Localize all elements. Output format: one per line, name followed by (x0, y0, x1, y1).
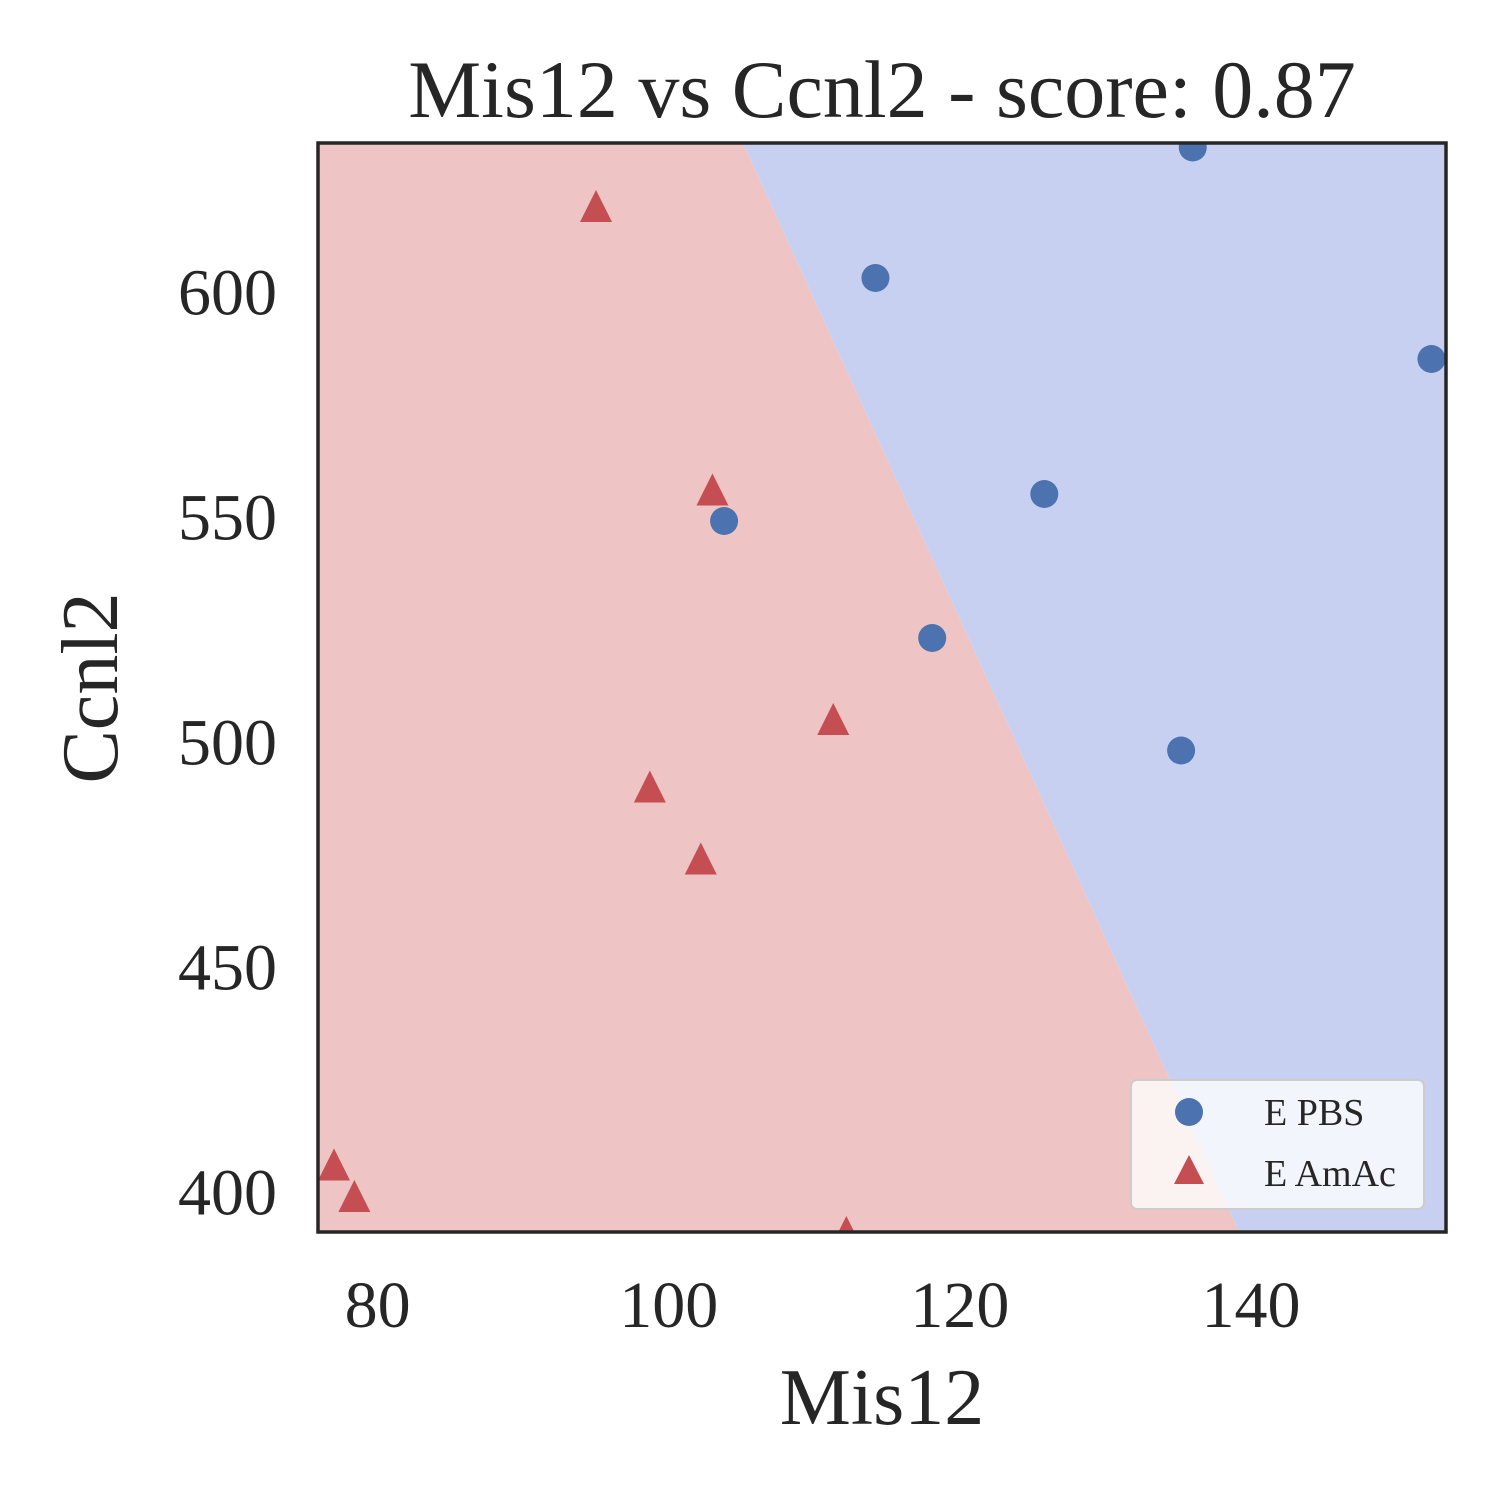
x-tick-label: 100 (619, 1269, 718, 1342)
legend-box (1130, 1079, 1425, 1210)
y-tick-label: 450 (178, 932, 277, 1005)
pbs-point-3 (710, 507, 739, 535)
y-tick-label: 500 (178, 707, 277, 780)
chart-title: Mis12 vs Ccnl2 - score: 0.87 (408, 44, 1355, 135)
x-axis-ticks: 80 100 120 140 (345, 1269, 1301, 1342)
plot-frame (316, 141, 1448, 1234)
pbs-point-2 (1417, 345, 1446, 373)
amac-point-3 (633, 770, 666, 803)
legend-label-pbs: E PBS (1264, 1092, 1364, 1134)
x-axis-label: Mis12 (780, 1354, 985, 1442)
amac-decision-region (318, 143, 1240, 1232)
pbs-point-4 (1030, 480, 1059, 508)
pbs-point-6 (1167, 736, 1196, 765)
amac-point-1 (696, 473, 729, 506)
legend-marker-pbs (1175, 1098, 1203, 1126)
y-axis-ticks: 400 450 500 550 600 (178, 257, 277, 1230)
amac-point-5 (318, 1148, 351, 1181)
amac-point-7 (838, 1216, 855, 1232)
pbs-decision-region (743, 143, 1446, 1232)
y-axis-label: Ccnl2 (47, 592, 135, 783)
x-tick-label: 120 (910, 1269, 1009, 1342)
amac-point-2 (817, 703, 850, 735)
amac-point-6 (338, 1180, 371, 1212)
legend-marker-amac (1174, 1155, 1204, 1184)
y-tick-label: 600 (178, 257, 277, 330)
y-tick-label: 400 (178, 1157, 277, 1230)
legend: E PBS E AmAc (1130, 1079, 1425, 1210)
pbs-point-1 (861, 264, 890, 292)
x-tick-label: 140 (1201, 1269, 1300, 1342)
amac-point-4 (684, 842, 717, 875)
amac-point-0 (579, 190, 612, 222)
y-tick-label: 550 (178, 482, 277, 555)
legend-label-amac: E AmAc (1264, 1153, 1396, 1195)
pbs-point-0 (1178, 143, 1207, 162)
x-tick-label: 80 (345, 1269, 411, 1342)
pbs-point-5 (918, 624, 947, 652)
